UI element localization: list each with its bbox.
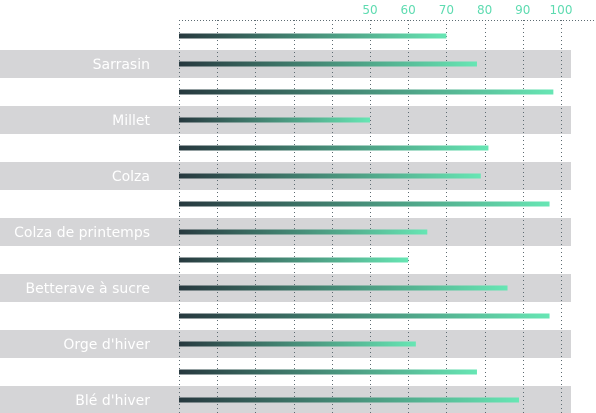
bar xyxy=(179,341,416,347)
category-label: Blé d'hiver xyxy=(75,393,150,409)
bar xyxy=(179,397,519,403)
x-tick-label: 80 xyxy=(477,3,492,17)
category-label: Millet xyxy=(112,113,150,129)
x-tick-label: 60 xyxy=(401,3,416,17)
category-label: Orge d'hiver xyxy=(63,337,150,353)
bar xyxy=(179,285,508,291)
x-tick-label: 90 xyxy=(515,3,530,17)
bar xyxy=(179,89,554,95)
bar xyxy=(179,33,447,39)
bar xyxy=(179,145,489,151)
category-label: Colza de printemps xyxy=(14,225,150,241)
bar xyxy=(179,117,370,123)
bar xyxy=(179,173,481,179)
bar xyxy=(179,369,477,375)
x-tick-label: 70 xyxy=(439,3,454,17)
bar xyxy=(179,61,477,67)
x-tick-label: 100 xyxy=(550,3,573,17)
bar xyxy=(179,229,428,235)
bar xyxy=(179,257,409,263)
bar xyxy=(179,313,550,319)
category-label: Colza xyxy=(112,169,150,185)
bar xyxy=(179,201,550,207)
x-tick-label: 50 xyxy=(362,3,377,17)
category-label: Sarrasin xyxy=(93,57,150,73)
category-label: Betterave à sucre xyxy=(26,281,150,297)
